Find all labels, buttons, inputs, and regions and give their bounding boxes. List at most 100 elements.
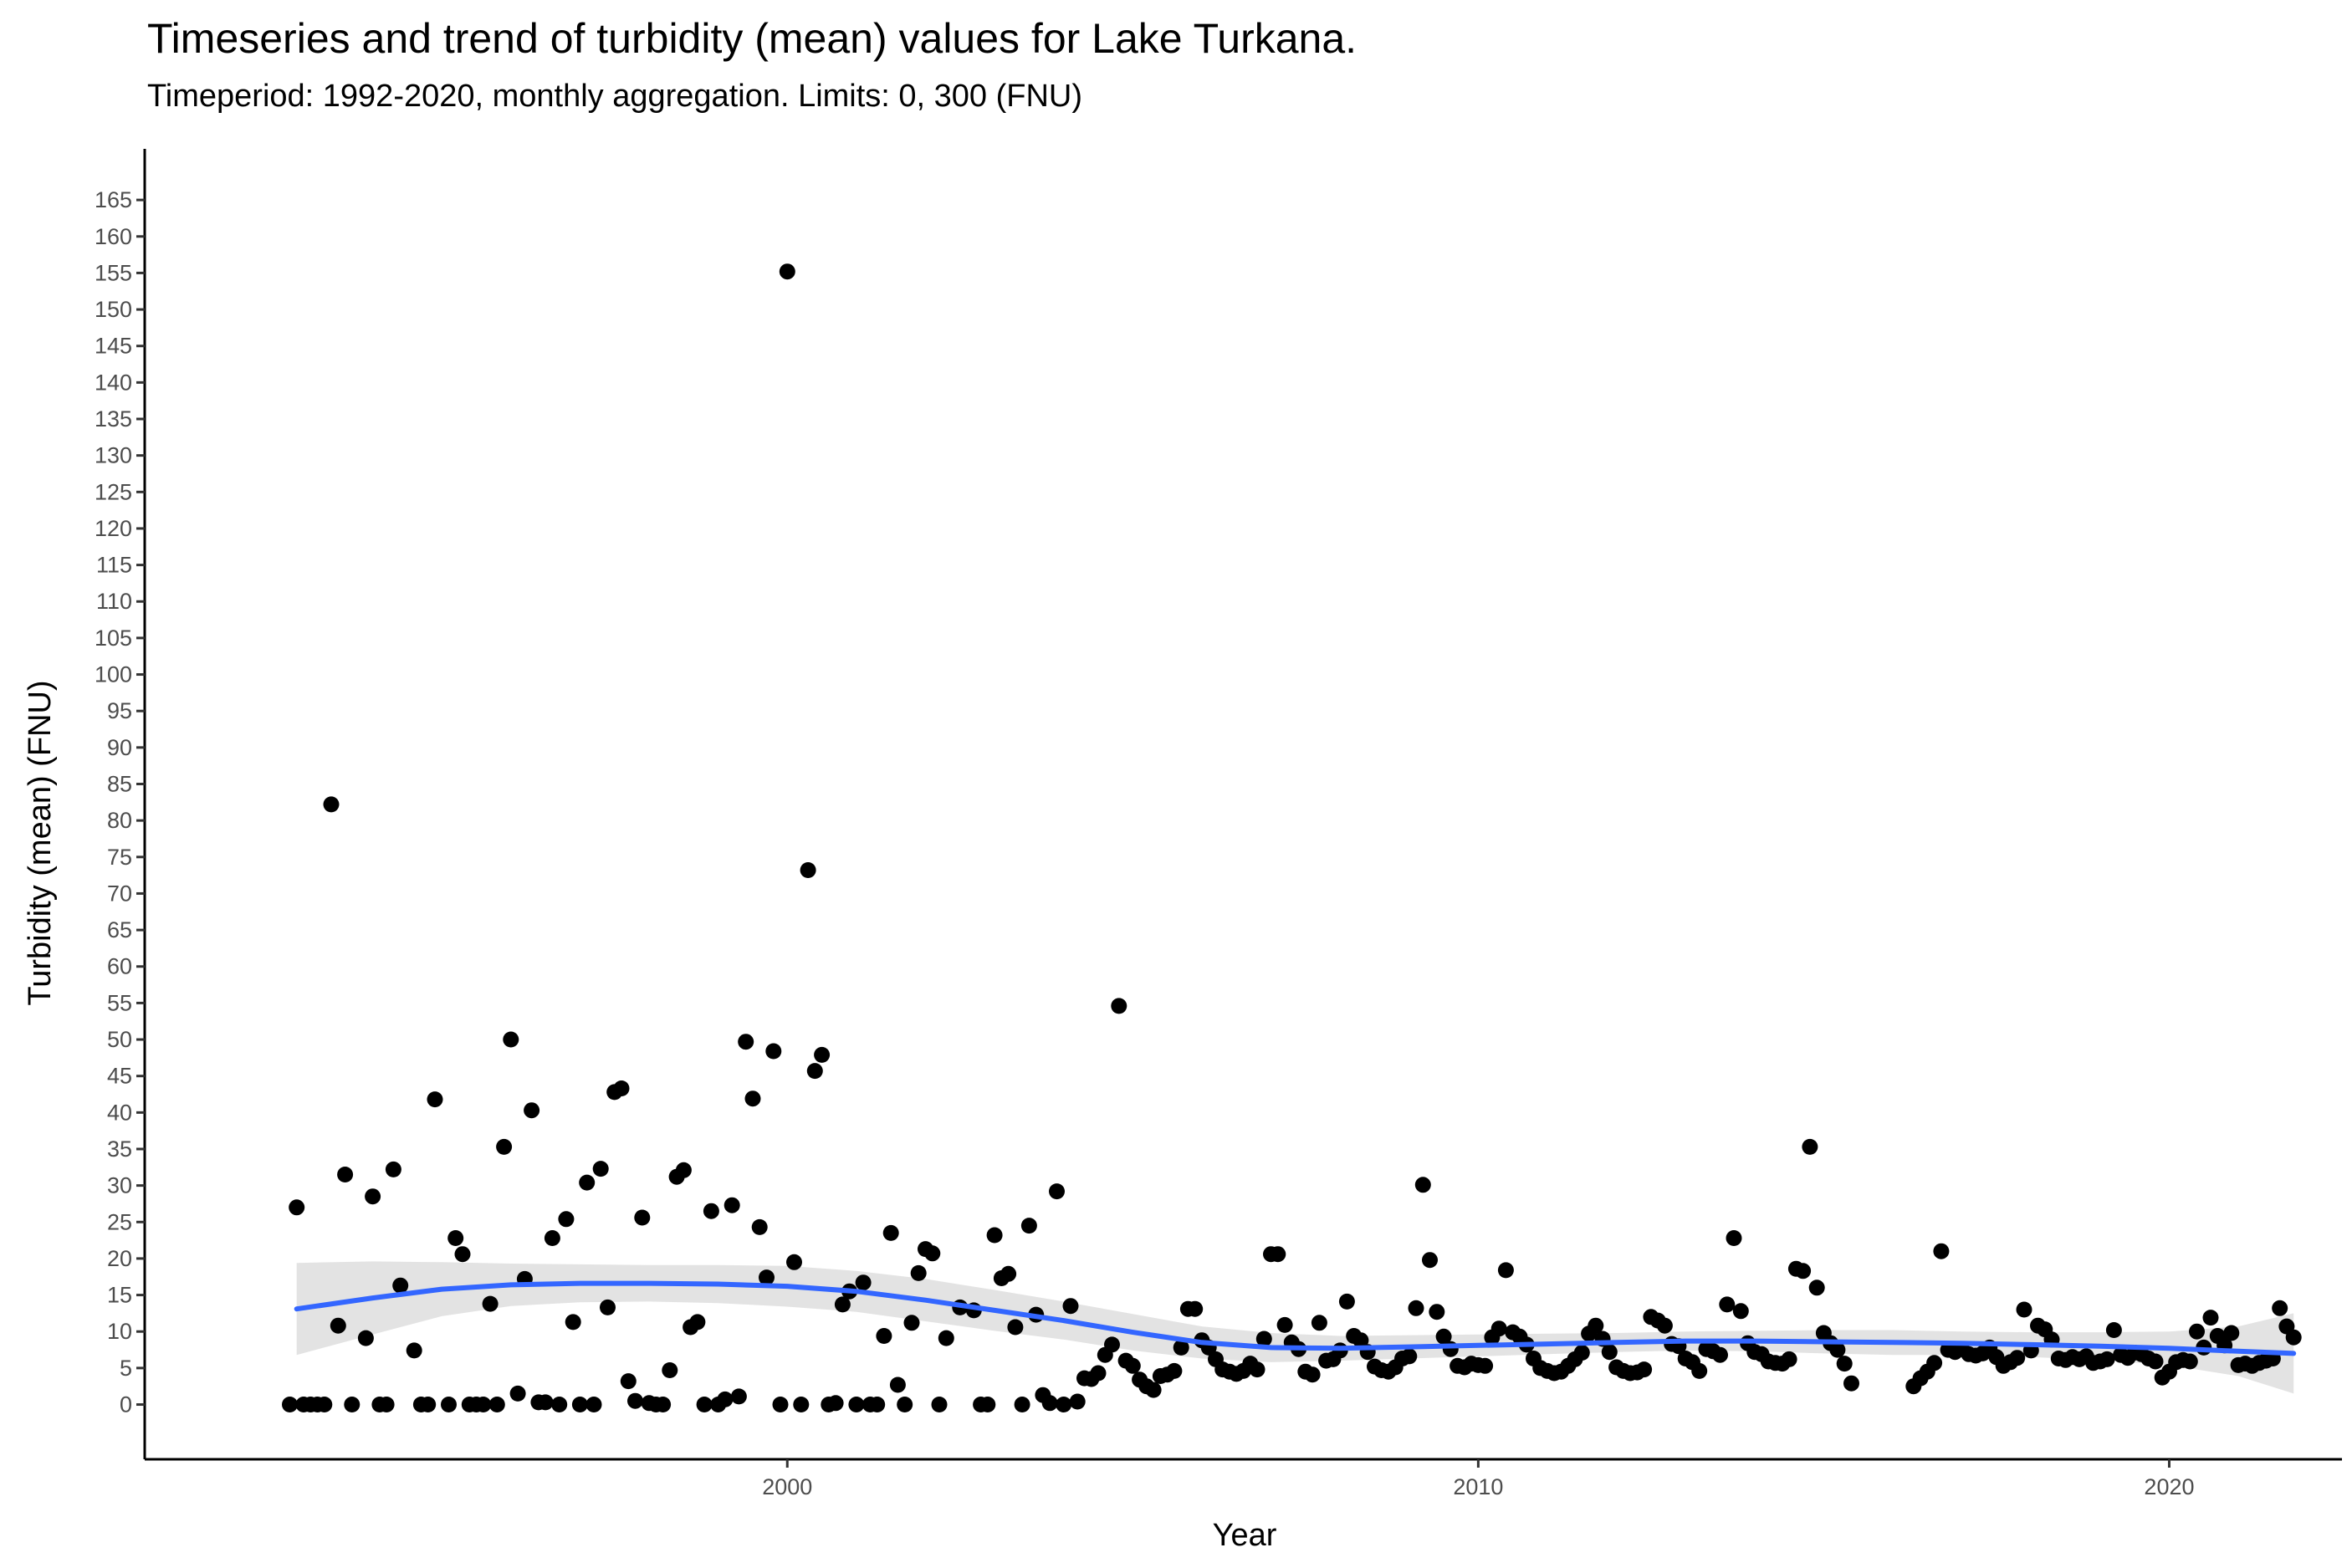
y-tick-label: 0 [120, 1392, 132, 1417]
y-tick-label: 25 [107, 1209, 132, 1234]
data-point [2272, 1300, 2288, 1316]
data-point [855, 1274, 872, 1291]
data-point [1573, 1345, 1590, 1361]
y-tick-label: 105 [95, 626, 132, 651]
data-point [2009, 1350, 2026, 1366]
y-tick-label: 85 [107, 771, 132, 796]
data-point [1304, 1366, 1321, 1383]
data-point [613, 1080, 630, 1096]
data-point [385, 1161, 401, 1177]
data-point [834, 1296, 851, 1313]
data-point [488, 1397, 505, 1412]
data-point [924, 1245, 941, 1262]
data-point [634, 1209, 651, 1226]
data-point [1497, 1262, 1514, 1279]
data-point [979, 1397, 996, 1412]
data-point [1311, 1315, 1327, 1331]
y-tick-label: 145 [95, 334, 132, 359]
data-point [420, 1397, 437, 1412]
data-point [2099, 1351, 2115, 1367]
data-point [571, 1397, 588, 1412]
data-point [1007, 1319, 1024, 1336]
y-tick-label: 40 [107, 1100, 132, 1125]
data-point [1933, 1243, 1950, 1259]
data-point [289, 1199, 305, 1216]
data-point [759, 1269, 775, 1286]
y-tick-label: 155 [95, 260, 132, 285]
data-point [1588, 1317, 1604, 1334]
chart-title: Timeseries and trend of turbidity (mean)… [147, 15, 1358, 62]
confidence-ribbon [296, 1261, 2294, 1394]
y-tick-label: 60 [107, 954, 132, 979]
trend-line [294, 1280, 2297, 1356]
data-point [738, 1034, 754, 1050]
data-point [1719, 1296, 1736, 1313]
y-tick-label: 80 [107, 808, 132, 833]
data-point [1781, 1351, 1797, 1367]
data-point [1187, 1300, 1204, 1317]
data-point [897, 1397, 913, 1412]
data-point [1249, 1361, 1265, 1378]
data-point [627, 1392, 643, 1409]
data-point [544, 1230, 560, 1246]
data-point [765, 1043, 782, 1060]
data-point [1808, 1279, 1825, 1296]
data-point [1836, 1356, 1853, 1372]
x-tick-label: 2020 [2144, 1474, 2194, 1499]
y-tick-label: 115 [96, 553, 132, 578]
data-point [772, 1397, 789, 1412]
data-point [869, 1397, 886, 1412]
data-point [1726, 1230, 1742, 1246]
data-point [565, 1314, 581, 1331]
data-point [337, 1167, 354, 1182]
data-point [882, 1224, 899, 1241]
data-point [2181, 1353, 2198, 1370]
data-point [876, 1328, 892, 1344]
trend-line-layer [294, 1280, 2297, 1356]
y-tick-label: 15 [107, 1283, 132, 1308]
y-tick-label: 95 [107, 698, 132, 723]
data-point [503, 1031, 519, 1048]
data-point [1401, 1348, 1418, 1365]
data-point [986, 1227, 1003, 1244]
data-point [827, 1395, 844, 1412]
confidence-ribbon-layer [296, 1261, 2294, 1394]
y-tick-label: 165 [95, 187, 132, 212]
data-point [537, 1394, 554, 1411]
y-tick-label: 120 [95, 516, 132, 541]
data-point [696, 1397, 713, 1412]
data-point [475, 1397, 492, 1412]
data-point [814, 1046, 831, 1063]
data-point [1020, 1218, 1037, 1234]
data-point [1056, 1397, 1072, 1412]
x-tick-label: 2000 [762, 1474, 812, 1499]
data-point [558, 1211, 575, 1228]
y-tick-label: 110 [96, 589, 132, 614]
data-point [800, 862, 816, 878]
y-tick-label: 10 [107, 1319, 132, 1344]
data-point [1166, 1362, 1183, 1379]
data-point [524, 1102, 540, 1119]
data-point [1712, 1346, 1728, 1363]
data-point [427, 1091, 443, 1108]
data-point [730, 1388, 747, 1405]
y-tick-label: 75 [107, 845, 132, 870]
data-point [496, 1138, 513, 1155]
chart-subtitle: Timeperiod: 1992-2020, monthly aggregati… [147, 79, 1083, 114]
y-tick-label: 160 [95, 224, 132, 249]
data-point [1338, 1293, 1355, 1310]
data-point [316, 1397, 333, 1412]
data-point [1145, 1382, 1162, 1398]
axes-layer: 0 5 10 15 20 25 30 35 40 45 50 55 60 65 70 75 80 85 90 95 10… [95, 149, 2342, 1499]
data-point [1124, 1357, 1141, 1374]
data-point [1255, 1331, 1272, 1347]
data-point [2189, 1323, 2205, 1340]
data-point [600, 1299, 616, 1315]
y-axis-title: Turbidity (mean) (FNU) [23, 680, 58, 1005]
data-point [1435, 1328, 1452, 1345]
data-point [365, 1188, 381, 1205]
data-point [357, 1330, 374, 1346]
data-point [1276, 1316, 1293, 1333]
data-point [2105, 1322, 2122, 1338]
data-point [1601, 1344, 1618, 1361]
